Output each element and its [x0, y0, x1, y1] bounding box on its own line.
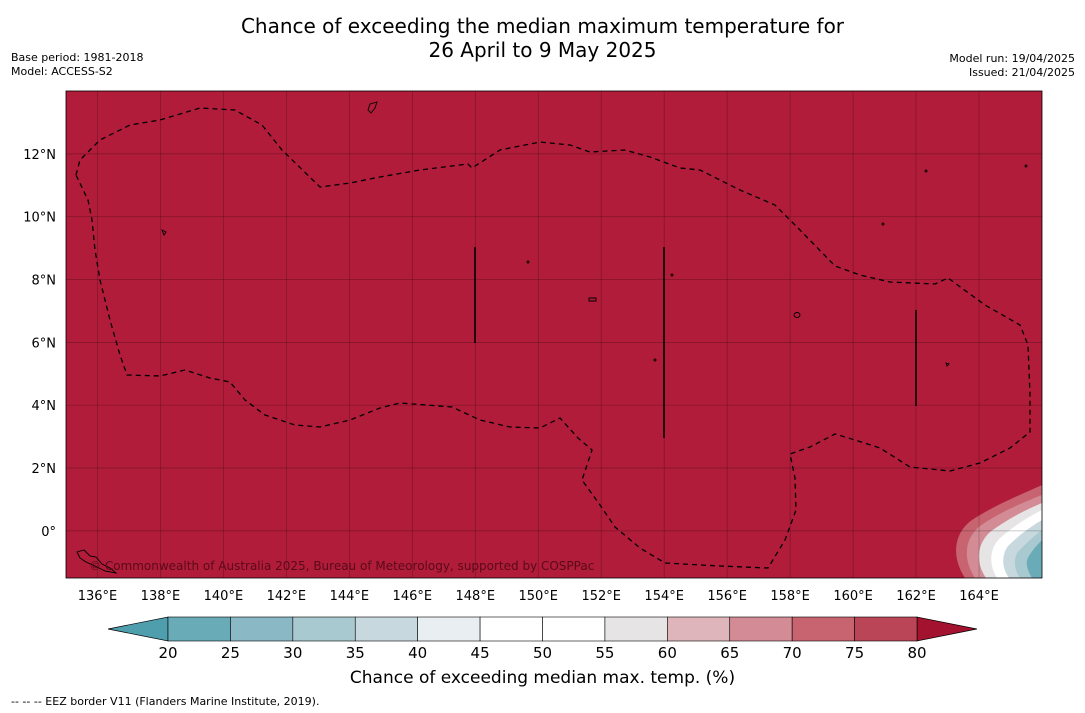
longitude-label: 140°E: [204, 589, 244, 604]
latitude-label: 8°N: [32, 274, 57, 289]
longitude-label: 136°E: [78, 589, 118, 604]
colorbar-segment: [479, 616, 543, 642]
eez-border: [75, 107, 1031, 569]
latitude-label: 6°N: [32, 336, 57, 351]
run-info: Model run: 19/04/2025 Issued: 21/04/2025: [949, 52, 1075, 80]
colorbar-segment: [667, 616, 731, 642]
colorbar-tick-label: 45: [471, 644, 490, 662]
colorbar-tick-label: 75: [845, 644, 864, 662]
graticule: [66, 91, 1042, 578]
colorbar-tick-label: 65: [720, 644, 739, 662]
longitude-label: 142°E: [267, 589, 307, 604]
colorbar-tick-label: 30: [283, 644, 302, 662]
low-probability-patch: [956, 485, 1042, 578]
colorbar-segment: [854, 616, 918, 642]
colorbar-segment: [542, 616, 606, 642]
colorbar-over-arrow: [916, 616, 978, 642]
longitude-label: 160°E: [833, 589, 873, 604]
colorbar-tick-label: 35: [346, 644, 365, 662]
colorbar-tick-label: 20: [158, 644, 177, 662]
longitude-label: 150°E: [518, 589, 558, 604]
title-line-2: 26 April to 9 May 2025: [428, 38, 657, 62]
longitude-label: 152°E: [581, 589, 621, 604]
colorbar-segment: [417, 616, 481, 642]
longitude-label: 156°E: [707, 589, 747, 604]
longitude-label: 148°E: [456, 589, 496, 604]
colorbar-under-arrow: [107, 616, 169, 642]
latitude-label: 0°: [41, 525, 56, 540]
latitude-labels: 12°N 10°N 8°N 6°N 4°N 2°N 0°: [23, 148, 56, 540]
latitude-label: 4°N: [32, 399, 57, 414]
colorbar: 20 25 30 35 40 45 50 55 60 65 70 75 80: [107, 616, 978, 662]
colorbar-segment: [354, 616, 418, 642]
longitude-label: 138°E: [141, 589, 181, 604]
latitude-label: 10°N: [23, 211, 56, 226]
colorbar-label: Chance of exceeding median max. temp. (%…: [349, 668, 736, 688]
colorbar-tick-label: 70: [783, 644, 802, 662]
latitude-label: 2°N: [32, 462, 57, 477]
colorbar-tick-label: 80: [907, 644, 926, 662]
longitude-label: 164°E: [959, 589, 999, 604]
base-info: Base period: 1981-2018 Model: ACCESS-S2: [11, 51, 143, 79]
longitude-label: 144°E: [330, 589, 370, 604]
base-period-text: Base period: 1981-2018: [11, 51, 144, 64]
longitude-labels: 136°E 138°E 140°E 142°E 144°E 146°E 148°E 150°E…: [78, 589, 999, 604]
longitude-label: 162°E: [896, 589, 936, 604]
title-line-1: Chance of exceeding the median maximum t…: [240, 14, 845, 38]
colorbar-tick-label: 50: [533, 644, 552, 662]
model-run-text: Model run: 19/04/2025: [949, 52, 1075, 65]
colorbar-segment: [791, 616, 855, 642]
longitude-label: 146°E: [393, 589, 433, 604]
islands: [76, 101, 1028, 574]
colorbar-segment: [292, 616, 356, 642]
colorbar-segment: [230, 616, 294, 642]
colorbar-tick-label: 25: [221, 644, 240, 662]
map-panel: [66, 91, 1042, 578]
model-text: Model: ACCESS-S2: [11, 65, 113, 78]
colorbar-segment: [604, 616, 668, 642]
map-frame: [65, 90, 1043, 579]
colorbar-segment: [167, 616, 231, 642]
issued-text: Issued: 21/04/2025: [968, 66, 1075, 79]
longitude-label: 158°E: [770, 589, 810, 604]
colorbar-segment: [729, 616, 793, 642]
colorbar-tick-label: 60: [658, 644, 677, 662]
longitude-label: 154°E: [644, 589, 684, 604]
reference-lines: [474, 247, 917, 438]
copyright-text: © Commonwealth of Australia 2025, Bureau…: [89, 559, 594, 573]
eez-legend-text: -- -- -- EEZ border V11 (Flanders Marine…: [11, 695, 320, 708]
colorbar-tick-label: 40: [408, 644, 427, 662]
colorbar-tick-label: 55: [595, 644, 614, 662]
map-title: Chance of exceeding the median maximum t…: [0, 14, 1085, 62]
latitude-label: 12°N: [23, 148, 56, 163]
